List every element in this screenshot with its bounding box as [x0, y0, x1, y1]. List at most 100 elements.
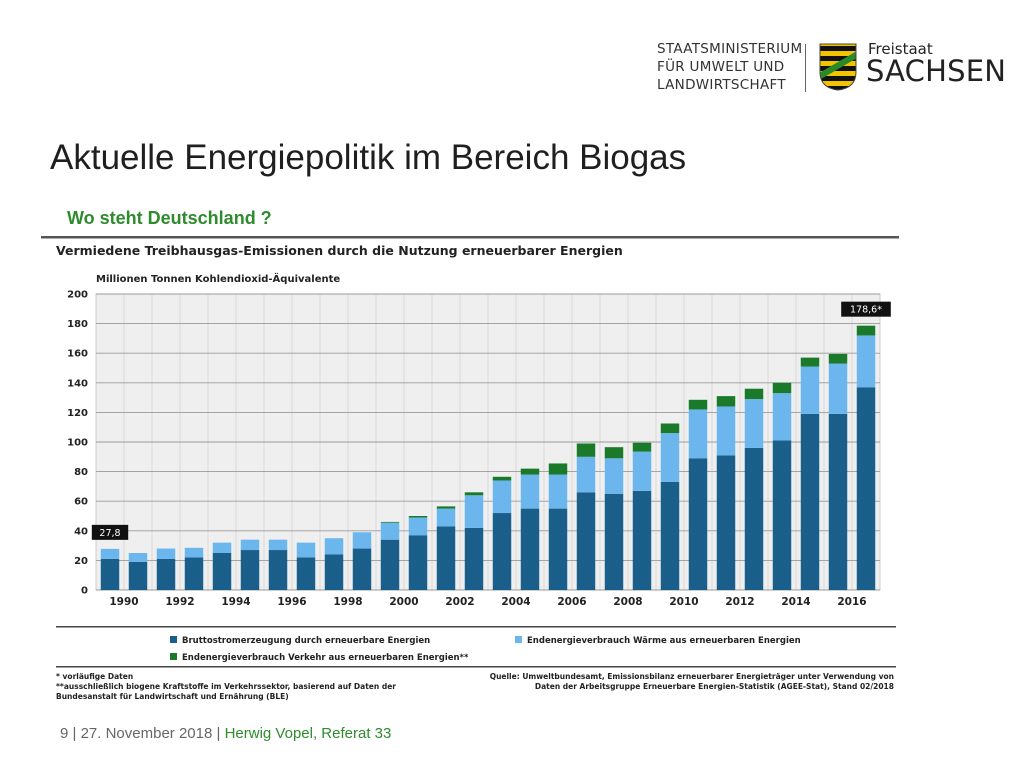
bar-segment-2013-s0	[744, 447, 764, 590]
bar-segment-2006-s2	[548, 463, 568, 475]
bar-segment-1990-s1	[100, 548, 120, 559]
bar-segment-1991-s0	[128, 561, 148, 590]
y-tick-label: 120	[67, 408, 88, 419]
bar-segment-2005-s0	[520, 508, 540, 590]
bar-segment-2009-s2	[632, 442, 652, 452]
legend-swatch-heat	[515, 636, 522, 643]
bar-segment-2003-s1	[464, 495, 484, 528]
x-tick-label: 2014	[781, 596, 810, 608]
bar-segment-1998-s1	[324, 538, 344, 555]
bar-segment-1997-s1	[296, 542, 316, 558]
y-tick-label: 80	[74, 467, 88, 478]
page-title: Aktuelle Energiepolitik im Bereich Bioga…	[50, 138, 687, 177]
y-tick-label: 200	[67, 290, 88, 301]
annotation-box	[91, 524, 129, 540]
bar-segment-2014-s0	[772, 440, 792, 590]
legend-label-transport: Endenergieverbrauch Verkehr aus erneuerb…	[182, 653, 469, 663]
x-tick-label: 1992	[165, 596, 194, 608]
x-tick-label: 2016	[837, 596, 866, 608]
legend-swatch-transport	[170, 653, 177, 660]
bar-segment-2005-s1	[520, 474, 540, 509]
bar-segment-1999-s1	[352, 532, 372, 549]
emissions-chart: Vermiedene Treibhausgas-Emissionen durch…	[41, 236, 899, 701]
bar-segment-1993-s0	[184, 557, 204, 590]
bar-segment-2006-s1	[548, 474, 568, 509]
bar-segment-1991-s1	[128, 553, 148, 562]
annotation-label: 27,8	[99, 528, 120, 539]
bar-segment-2002-s0	[436, 526, 456, 590]
page-subtitle: Wo steht Deutschland ?	[67, 208, 272, 228]
bar-segment-2008-s2	[604, 447, 624, 459]
bar-segment-2010-s1	[660, 433, 680, 482]
bar-segment-2009-s1	[632, 451, 652, 491]
bar-segment-2016-s2	[828, 353, 848, 364]
footnote-2: **ausschließlich biogene Kraftstoffe im …	[56, 682, 396, 691]
bar-segment-2008-s0	[604, 493, 624, 590]
x-tick-label: 1998	[333, 596, 362, 608]
x-tick-label: 1994	[221, 596, 250, 608]
y-tick-label: 180	[67, 319, 88, 330]
bar-segment-2010-s2	[660, 423, 680, 434]
x-tick-label: 2010	[669, 596, 698, 608]
bar-segment-2004-s2	[492, 476, 512, 481]
bar-segment-1996-s0	[268, 550, 288, 590]
coat-of-arms-icon	[819, 43, 857, 91]
source-line-1: Quelle: Umweltbundesamt, Emissionsbilanz…	[490, 672, 894, 681]
bar-segment-1995-s1	[240, 539, 260, 551]
bar-segment-2003-s2	[464, 492, 484, 496]
bar-segment-2012-s0	[716, 455, 736, 590]
footnote-3: Bundesanstalt für Landwirtschaft und Ern…	[56, 692, 289, 701]
bar-segment-1998-s0	[324, 554, 344, 590]
bar-segment-2012-s1	[716, 406, 736, 456]
legend-label-electricity: Bruttostromerzeugung durch erneuerbare E…	[182, 636, 430, 646]
slide-footer: 9 | 27. November 2018 | Herwig Vopel, Re…	[60, 725, 391, 742]
bar-segment-2000-s2	[380, 521, 400, 523]
bar-segment-2001-s0	[408, 535, 428, 590]
bar-segment-2006-s0	[548, 508, 568, 590]
bar-segment-2004-s0	[492, 513, 512, 590]
freistaat-label: Freistaat	[868, 40, 933, 58]
y-tick-label: 20	[74, 556, 88, 567]
x-tick-label: 2000	[389, 596, 418, 608]
page-number: 9	[60, 725, 69, 742]
footer-author: Herwig Vopel, Referat 33	[224, 725, 392, 742]
ministry-line-1: STAATSMINISTERIUM	[657, 41, 803, 57]
bar-segment-2013-s1	[744, 399, 764, 448]
bar-segment-1997-s0	[296, 557, 316, 590]
footnote-1: * vorläufige Daten	[56, 672, 133, 681]
y-tick-label: 0	[81, 586, 88, 597]
bar-segment-2014-s2	[772, 382, 792, 394]
legend-top-rule	[56, 626, 896, 628]
legend-label-heat: Endenergieverbrauch Wärme aus erneuerbar…	[527, 636, 801, 646]
y-tick-label: 40	[74, 526, 88, 537]
bar-segment-2016-s1	[828, 363, 848, 414]
ministry-line-3: LANDWIRTSCHAFT	[657, 77, 786, 93]
bar-segment-2017-s2	[856, 325, 876, 336]
ministry-line-2: FÜR UMWELT UND	[657, 59, 785, 75]
bar-segment-2007-s1	[576, 456, 596, 493]
bar-segment-2007-s0	[576, 492, 596, 590]
x-tick-label: 2012	[725, 596, 754, 608]
bar-segment-1994-s0	[212, 553, 232, 590]
bar-segment-1990-s0	[100, 558, 120, 590]
x-tick-label: 1990	[109, 596, 138, 608]
x-tick-label: 1996	[277, 596, 306, 608]
bar-segment-2017-s0	[856, 387, 876, 590]
annotation-label: 178,6*	[850, 305, 882, 316]
bar-segment-2014-s1	[772, 393, 792, 441]
y-tick-label: 140	[67, 378, 88, 389]
bar-segment-1995-s0	[240, 550, 260, 590]
legend-bottom-rule	[56, 666, 896, 668]
x-tick-label: 2004	[501, 596, 530, 608]
bar-segment-2000-s1	[380, 522, 400, 540]
y-tick-label: 60	[74, 497, 88, 508]
bar-segment-2015-s0	[800, 413, 820, 590]
bar-segment-1992-s1	[156, 548, 176, 559]
ministry-name: STAATSMINISTERIUM FÜR UMWELT UND LANDWIR…	[657, 40, 803, 94]
bar-segment-2005-s2	[520, 468, 540, 475]
bar-segment-2007-s2	[576, 443, 596, 457]
bar-segment-2016-s0	[828, 413, 848, 590]
y-tick-label: 100	[67, 438, 88, 449]
bar-segment-1994-s1	[212, 542, 232, 553]
header-divider	[805, 44, 806, 92]
